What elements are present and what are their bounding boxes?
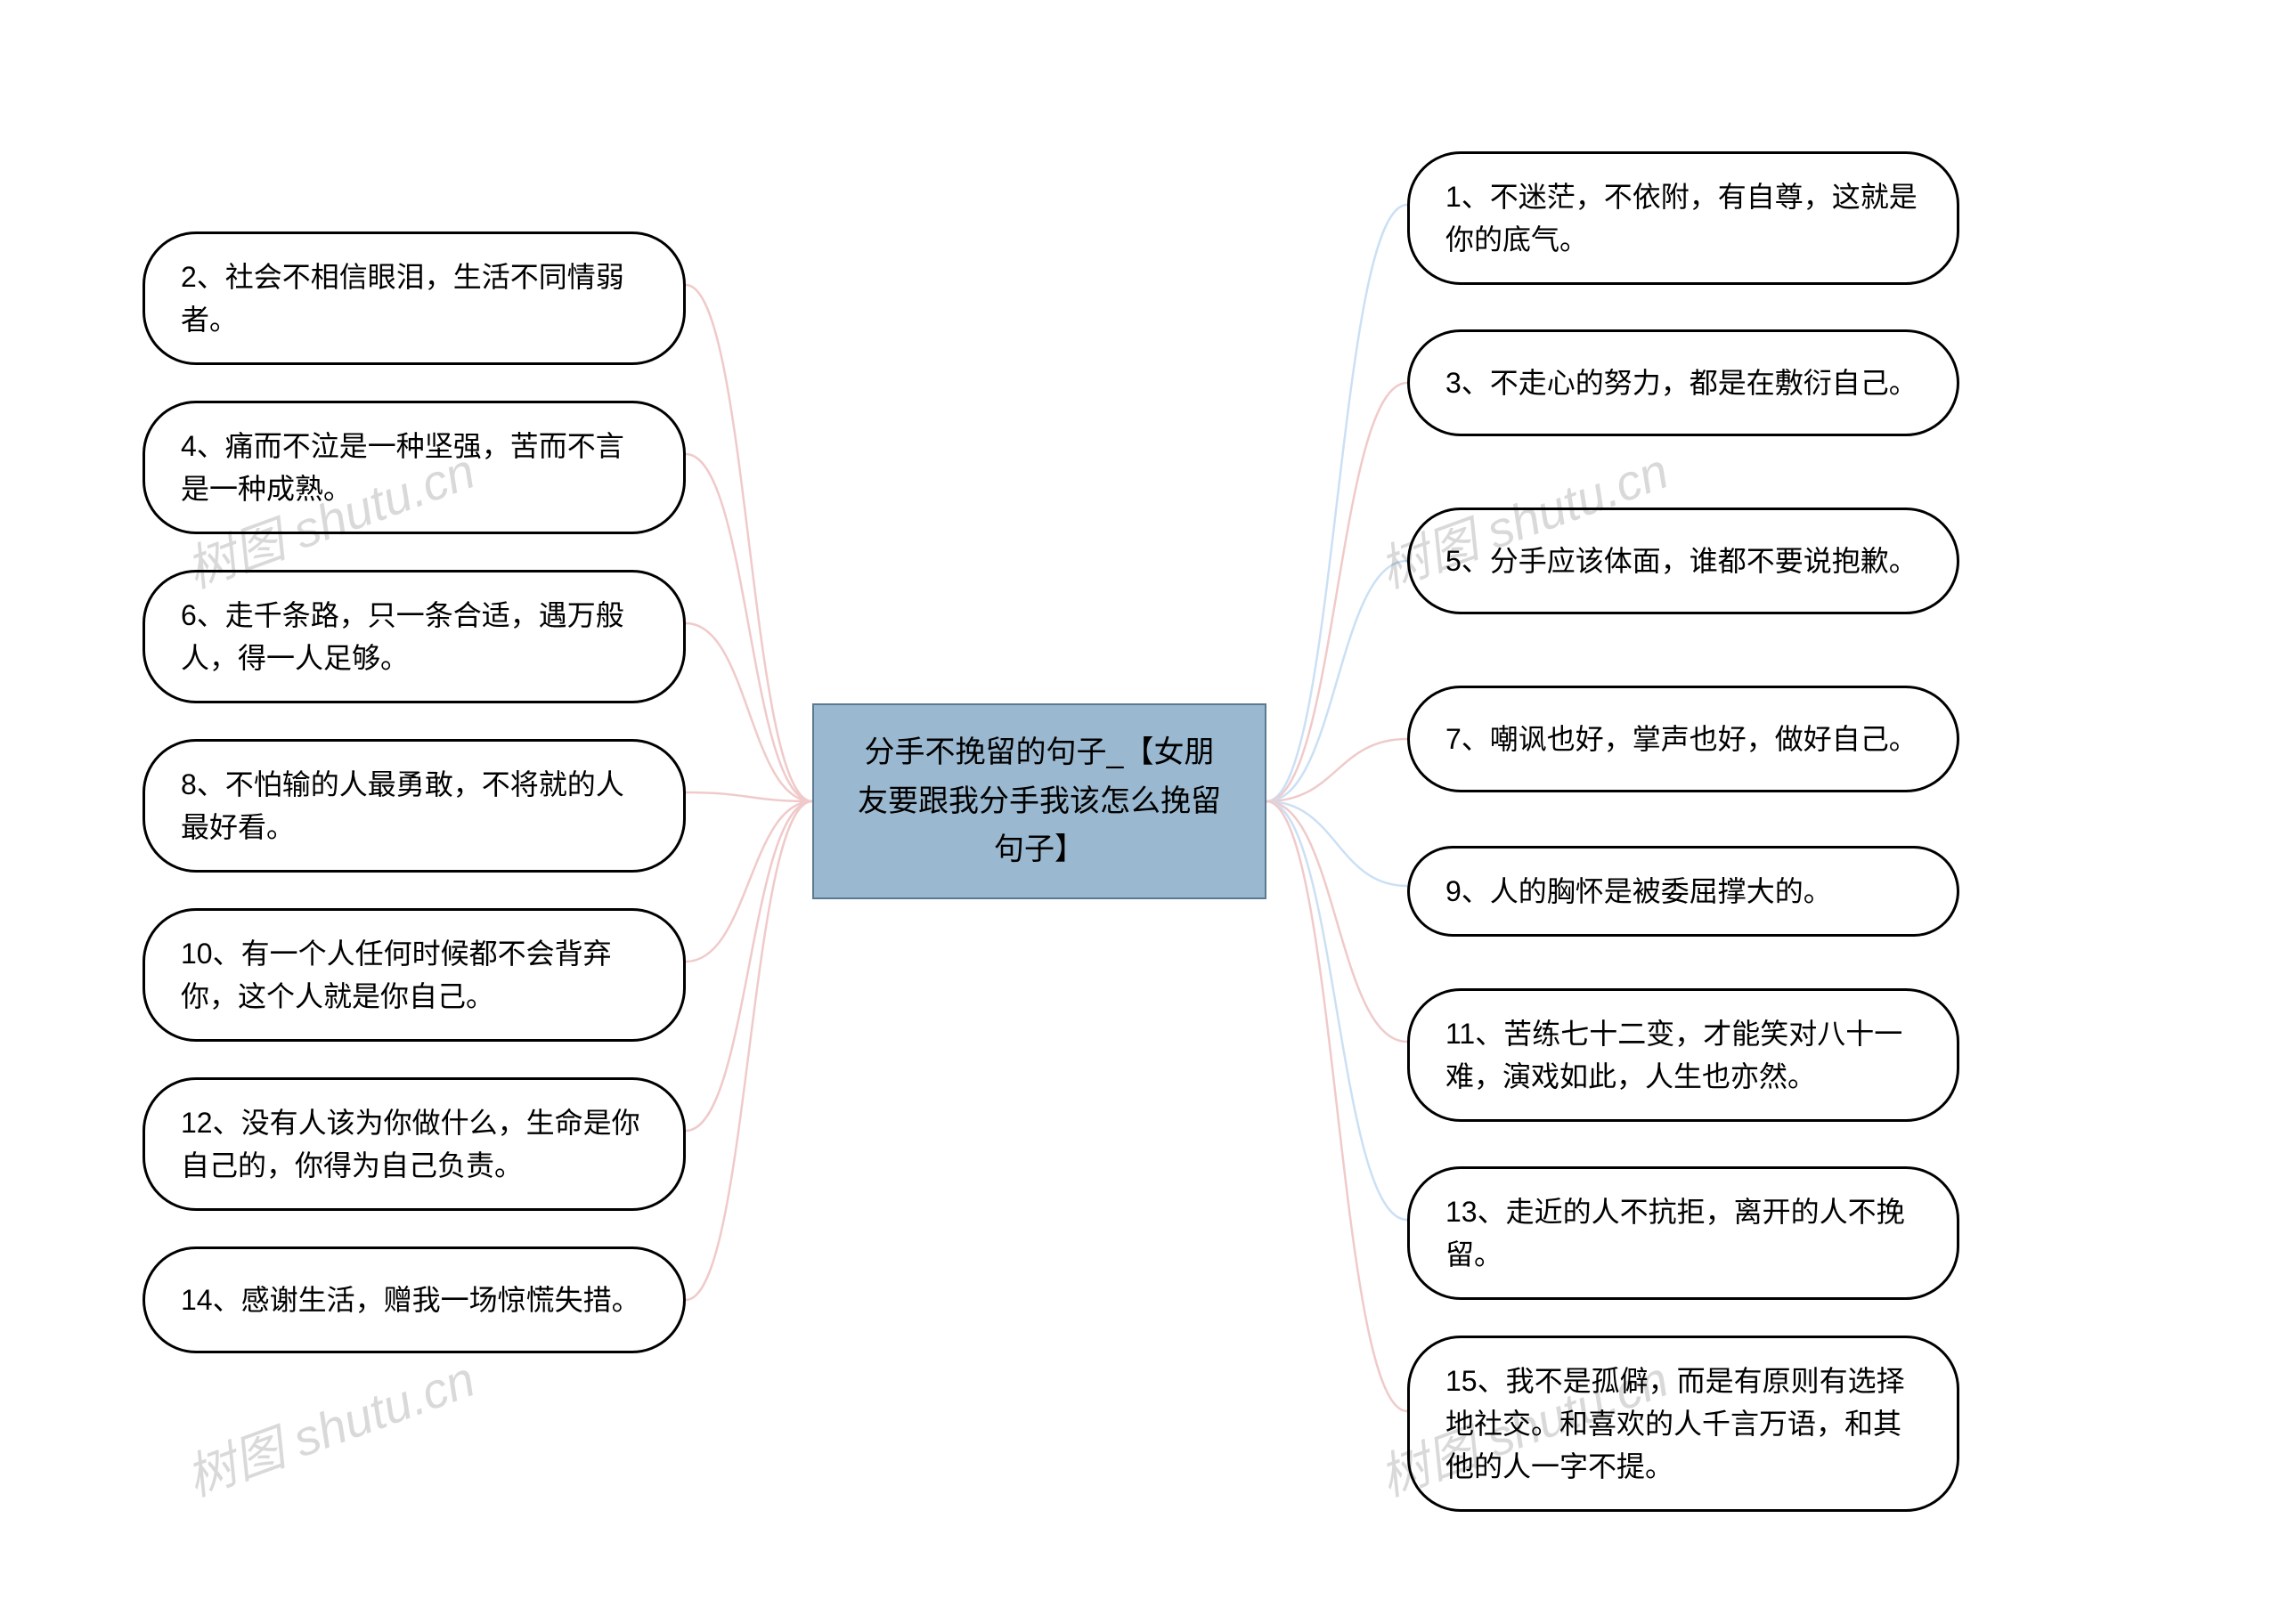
right-node-text: 3、不走心的努力，都是在敷衍自己。: [1445, 361, 1918, 404]
left-node-3: 8、不怕输的人最勇敢，不将就的人最好看。: [142, 739, 686, 873]
left-node-text: 12、没有人该为你做什么，生命是你自己的，你得为自己负责。: [181, 1101, 647, 1187]
left-node-5: 12、没有人该为你做什么，生命是你自己的，你得为自己负责。: [142, 1077, 686, 1211]
right-node-1: 3、不走心的努力，都是在敷衍自己。: [1407, 329, 1959, 436]
right-node-0: 1、不迷茫，不依附，有自尊，这就是你的底气。: [1407, 151, 1959, 285]
left-node-1: 4、痛而不泣是一种坚强，苦而不言是一种成熟。: [142, 401, 686, 534]
right-node-text: 7、嘲讽也好，掌声也好，做好自己。: [1445, 718, 1918, 760]
right-node-text: 1、不迷茫，不依附，有自尊，这就是你的底气。: [1445, 175, 1921, 261]
watermark: 树图 shutu.cn: [175, 1339, 484, 1510]
left-node-0: 2、社会不相信眼泪，生活不同情弱者。: [142, 231, 686, 365]
left-node-text: 2、社会不相信眼泪，生活不同情弱者。: [181, 256, 647, 341]
left-node-6: 14、感谢生活，赠我一场惊慌失措。: [142, 1246, 686, 1353]
left-node-text: 6、走千条路，只一条合适，遇万般人，得一人足够。: [181, 594, 647, 679]
left-node-4: 10、有一个人任何时候都不会背弃你，这个人就是你自己。: [142, 908, 686, 1042]
left-node-text: 14、感谢生活，赠我一场惊慌失措。: [181, 1279, 640, 1321]
right-node-text: 15、我不是孤僻，而是有原则有选择地社交。和喜欢的人千言万语，和其他的人一字不提…: [1445, 1360, 1921, 1488]
left-node-text: 4、痛而不泣是一种坚强，苦而不言是一种成熟。: [181, 425, 647, 510]
right-node-5: 11、苦练七十二变，才能笑对八十一难，演戏如此，人生也亦然。: [1407, 988, 1959, 1122]
right-node-text: 5、分手应该体面，谁都不要说抱歉。: [1445, 540, 1918, 582]
left-node-text: 8、不怕输的人最勇敢，不将就的人最好看。: [181, 763, 647, 849]
right-node-4: 9、人的胸怀是被委屈撑大的。: [1407, 846, 1959, 937]
center-text: 分手不挽留的句子_【女朋友要跟我分手我该怎么挽留句子】: [850, 728, 1229, 873]
right-node-text: 13、走近的人不抗拒，离开的人不挽留。: [1445, 1190, 1921, 1276]
center-node: 分手不挽留的句子_【女朋友要跟我分手我该怎么挽留句子】: [812, 703, 1266, 899]
left-node-text: 10、有一个人任何时候都不会背弃你，这个人就是你自己。: [181, 932, 647, 1018]
left-node-2: 6、走千条路，只一条合适，遇万般人，得一人足够。: [142, 570, 686, 703]
right-node-7: 15、我不是孤僻，而是有原则有选择地社交。和喜欢的人千言万语，和其他的人一字不提…: [1407, 1336, 1959, 1512]
right-node-text: 11、苦练七十二变，才能笑对八十一难，演戏如此，人生也亦然。: [1445, 1012, 1921, 1098]
right-node-6: 13、走近的人不抗拒，离开的人不挽留。: [1407, 1166, 1959, 1300]
right-node-3: 7、嘲讽也好，掌声也好，做好自己。: [1407, 686, 1959, 792]
right-node-text: 9、人的胸怀是被委屈撑大的。: [1445, 870, 1832, 913]
right-node-2: 5、分手应该体面，谁都不要说抱歉。: [1407, 508, 1959, 614]
